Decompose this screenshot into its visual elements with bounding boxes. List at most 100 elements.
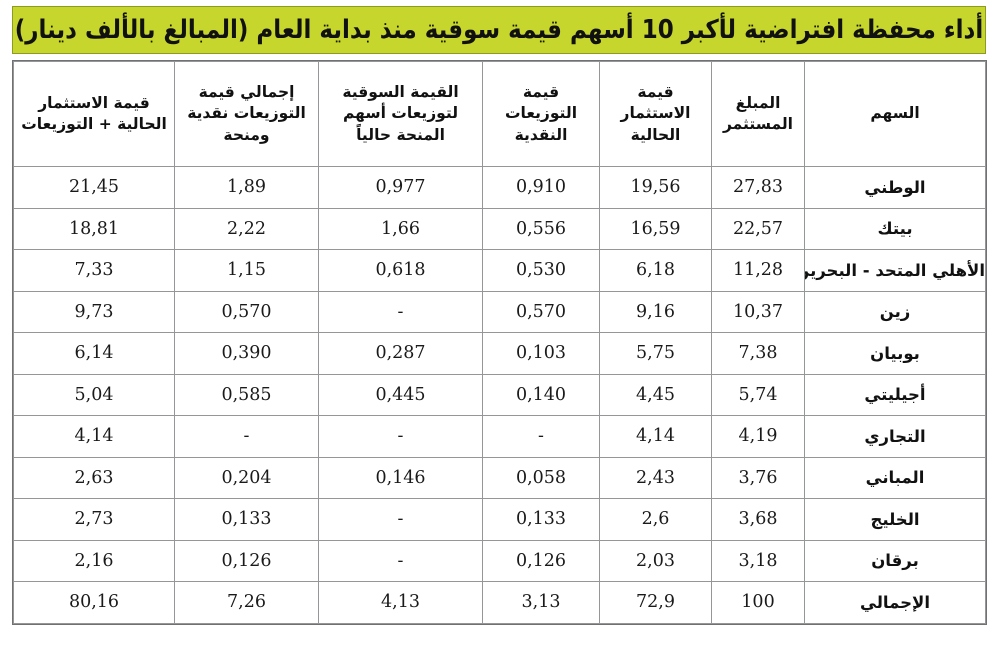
column-header-totaldiv-label: إجمالي قيمة التوزيعات نقدية ومنحة (187, 82, 306, 144)
cell-cash: 0,910 (482, 166, 600, 209)
cell-market: - (318, 415, 483, 458)
column-header-grand-label: قيمة الاستثمار الحالية + التوزيعات (21, 93, 167, 133)
cell-cash: - (482, 415, 600, 458)
cell-stock: زين (804, 290, 986, 333)
page-title: أداء محفظة افتراضية لأكبر 10 أسهم قيمة س… (14, 14, 984, 44)
cell-market: 1,66 (318, 207, 483, 250)
cell-market: - (318, 539, 483, 582)
cell-cash: 0,570 (482, 290, 600, 333)
table-row: بيتك 22,57 16,59 0,556 1,66 2,22 18,81 (13, 207, 986, 250)
table-row: زين 10,37 9,16 0,570 - 0,570 9,73 (13, 290, 986, 333)
cell-amount: 3,76 (711, 456, 805, 499)
cell-stock: الوطني (804, 166, 986, 209)
column-header-cash-label: قيمة التوزيعات النقدية (504, 82, 578, 144)
header-row: السهم المبلغ المستثمر قيمة الاستثمار الح… (13, 61, 986, 167)
cell-amount: 4,19 (711, 415, 805, 458)
cell-current-total: 72,9 (599, 581, 712, 624)
column-header-current: قيمة الاستثمار الحالية (599, 61, 712, 167)
cell-current: 4,14 (599, 415, 712, 458)
cell-current: 9,16 (599, 290, 712, 333)
table-row: بوبيان 7,38 5,75 0,103 0,287 0,390 6,14 (13, 332, 986, 375)
cell-stock: الخليج (804, 498, 986, 541)
title-banner: أداء محفظة افتراضية لأكبر 10 أسهم قيمة س… (12, 6, 986, 54)
cell-totaldiv-total: 7,26 (174, 581, 319, 624)
cell-stock: برقان (804, 539, 986, 582)
cell-stock: أجيليتي (804, 373, 986, 416)
cell-market-total: 4,13 (318, 581, 483, 624)
table-total-row: الإجمالي 100 72,9 3,13 4,13 7,26 80,16 (13, 581, 986, 624)
cell-totaldiv: 0,390 (174, 332, 319, 375)
cell-amount: 10,37 (711, 290, 805, 333)
column-header-market: القيمة السوقية لتوزيعات أسهم المنحة حالي… (318, 61, 483, 167)
cell-cash: 0,058 (482, 456, 600, 499)
cell-grand: 2,63 (13, 456, 175, 499)
cell-stock: الأهلي المتحد - البحرين (804, 249, 986, 292)
column-header-grand: قيمة الاستثمار الحالية + التوزيعات (13, 61, 175, 167)
table-header: السهم المبلغ المستثمر قيمة الاستثمار الح… (13, 61, 986, 167)
cell-market: 0,618 (318, 249, 483, 292)
cell-stock: المباني (804, 456, 986, 499)
cell-current: 2,43 (599, 456, 712, 499)
cell-current: 2,6 (599, 498, 712, 541)
cell-grand: 9,73 (13, 290, 175, 333)
cell-cash: 0,140 (482, 373, 600, 416)
cell-market: - (318, 290, 483, 333)
cell-totaldiv: 0,570 (174, 290, 319, 333)
cell-grand: 2,16 (13, 539, 175, 582)
cell-grand-total: 80,16 (13, 581, 175, 624)
cell-totaldiv: 0,133 (174, 498, 319, 541)
cell-market: 0,445 (318, 373, 483, 416)
cell-stock: التجاري (804, 415, 986, 458)
cell-cash: 0,126 (482, 539, 600, 582)
cell-totaldiv: 0,126 (174, 539, 319, 582)
table-row: أجيليتي 5,74 4,45 0,140 0,445 0,585 5,04 (13, 373, 986, 416)
cell-grand: 5,04 (13, 373, 175, 416)
cell-current: 2,03 (599, 539, 712, 582)
column-header-market-label: القيمة السوقية لتوزيعات أسهم المنحة حالي… (342, 82, 459, 144)
cell-stock: بيتك (804, 207, 986, 250)
cell-totaldiv: 1,15 (174, 249, 319, 292)
cell-totaldiv: 0,585 (174, 373, 319, 416)
cell-amount: 7,38 (711, 332, 805, 375)
column-header-stock: السهم (804, 61, 986, 167)
cell-market: 0,287 (318, 332, 483, 375)
table-row: الخليج 3,68 2,6 0,133 - 0,133 2,73 (13, 498, 986, 541)
cell-amount: 27,83 (711, 166, 805, 209)
column-header-totaldiv: إجمالي قيمة التوزيعات نقدية ومنحة (174, 61, 319, 167)
cell-amount: 22,57 (711, 207, 805, 250)
cell-amount: 11,28 (711, 249, 805, 292)
table-row: برقان 3,18 2,03 0,126 - 0,126 2,16 (13, 539, 986, 582)
cell-grand: 7,33 (13, 249, 175, 292)
cell-cash: 0,133 (482, 498, 600, 541)
column-header-stock-label: السهم (870, 104, 920, 123)
cell-grand: 2,73 (13, 498, 175, 541)
cell-amount-total: 100 (711, 581, 805, 624)
cell-cash-total: 3,13 (482, 581, 600, 624)
cell-current: 16,59 (599, 207, 712, 250)
cell-totaldiv: 2,22 (174, 207, 319, 250)
table-row: الأهلي المتحد - البحرين 11,28 6,18 0,530… (13, 249, 986, 292)
table-container: السهم المبلغ المستثمر قيمة الاستثمار الح… (12, 60, 987, 636)
table-row: التجاري 4,19 4,14 - - - 4,14 (13, 415, 986, 458)
column-header-current-label: قيمة الاستثمار الحالية (620, 82, 691, 144)
cell-current: 4,45 (599, 373, 712, 416)
cell-grand: 18,81 (13, 207, 175, 250)
cell-grand: 21,45 (13, 166, 175, 209)
cell-stock: بوبيان (804, 332, 986, 375)
portfolio-performance-table: السهم المبلغ المستثمر قيمة الاستثمار الح… (12, 60, 987, 625)
cell-stock-total: الإجمالي (804, 581, 986, 624)
cell-totaldiv: - (174, 415, 319, 458)
cell-totaldiv: 1,89 (174, 166, 319, 209)
cell-market: - (318, 498, 483, 541)
cell-market: 0,977 (318, 166, 483, 209)
cell-current: 5,75 (599, 332, 712, 375)
column-header-amount-label: المبلغ المستثمر (723, 93, 793, 133)
cell-amount: 5,74 (711, 373, 805, 416)
column-header-amount: المبلغ المستثمر (711, 61, 805, 167)
cell-cash: 0,556 (482, 207, 600, 250)
cell-amount: 3,18 (711, 539, 805, 582)
table-row: المباني 3,76 2,43 0,058 0,146 0,204 2,63 (13, 456, 986, 499)
cell-grand: 6,14 (13, 332, 175, 375)
cell-current: 19,56 (599, 166, 712, 209)
cell-amount: 3,68 (711, 498, 805, 541)
